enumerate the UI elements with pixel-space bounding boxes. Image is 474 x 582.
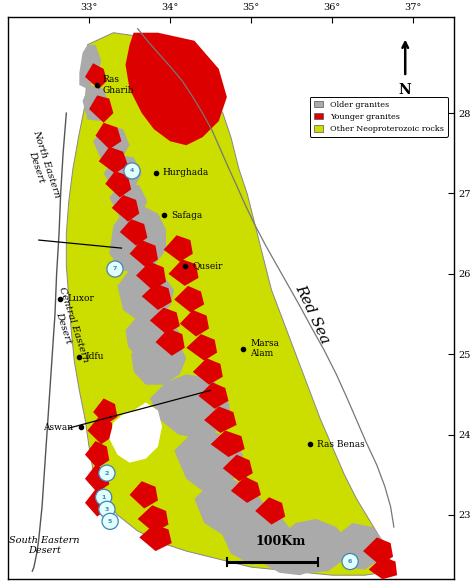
Text: North Eastern
Desert: North Eastern Desert [22,129,62,202]
Polygon shape [129,240,158,267]
Polygon shape [180,310,209,336]
Polygon shape [369,557,397,579]
Polygon shape [223,455,253,481]
Text: 100Km: 100Km [255,535,306,548]
Text: 6: 6 [348,559,352,564]
Text: 5: 5 [108,519,112,524]
Polygon shape [194,479,264,535]
Circle shape [96,489,112,505]
Polygon shape [85,63,107,89]
Polygon shape [150,374,231,439]
Polygon shape [118,266,174,321]
Polygon shape [66,33,393,575]
Text: 3: 3 [105,507,109,512]
Circle shape [102,513,118,530]
Polygon shape [93,125,129,161]
Circle shape [342,553,358,570]
Text: Luxor: Luxor [67,294,94,303]
Polygon shape [251,531,324,575]
Polygon shape [105,171,131,197]
Polygon shape [136,262,166,290]
Polygon shape [112,195,139,222]
Polygon shape [164,235,193,262]
Text: Idfu: Idfu [86,352,104,361]
Polygon shape [219,507,292,565]
Polygon shape [255,497,285,524]
Text: Aswan: Aswan [43,423,73,432]
Text: Ras Benas: Ras Benas [317,440,365,449]
Text: N: N [399,83,411,97]
Text: Central Eastern
Desert: Central Eastern Desert [47,286,90,367]
Polygon shape [96,123,121,149]
Polygon shape [137,505,168,533]
Polygon shape [79,45,101,89]
Text: Red Sea: Red Sea [292,282,332,346]
Polygon shape [129,481,158,509]
Polygon shape [131,334,186,385]
Text: Quseir: Quseir [192,261,222,270]
Polygon shape [109,182,147,218]
Polygon shape [204,406,237,433]
Polygon shape [199,382,228,409]
Text: South Eastern
Desert: South Eastern Desert [9,536,80,555]
Polygon shape [142,283,172,310]
Circle shape [124,163,140,179]
Polygon shape [275,519,348,573]
Polygon shape [99,147,128,173]
Text: Marsa
Alam: Marsa Alam [250,339,279,359]
Polygon shape [186,334,217,361]
Polygon shape [168,260,199,286]
Polygon shape [174,431,243,491]
Polygon shape [109,205,166,274]
Legend: Older granites, Younger granites, Other Neoproterozoic rocks: Older granites, Younger granites, Other … [310,97,447,137]
Text: Ras
Gharib: Ras Gharib [103,75,134,95]
Polygon shape [150,307,180,334]
Polygon shape [85,465,109,492]
Polygon shape [126,33,227,146]
Polygon shape [126,310,180,361]
Polygon shape [332,523,385,570]
Polygon shape [109,402,162,463]
Polygon shape [193,358,223,385]
Polygon shape [85,441,109,469]
Text: 4: 4 [130,168,134,173]
Polygon shape [120,219,147,246]
Polygon shape [210,431,245,457]
Text: 2: 2 [105,471,109,475]
Polygon shape [89,95,113,123]
Polygon shape [93,399,118,425]
Polygon shape [174,286,204,313]
Text: Safaga: Safaga [172,211,203,219]
Polygon shape [87,417,113,444]
Polygon shape [85,489,109,517]
Polygon shape [363,537,393,565]
Text: 7: 7 [113,267,117,271]
Circle shape [107,261,123,277]
Circle shape [99,465,115,481]
Polygon shape [82,85,109,121]
Text: 1: 1 [101,495,106,500]
Text: Hurghada: Hurghada [163,168,209,177]
Polygon shape [104,155,142,189]
Polygon shape [155,328,185,356]
Polygon shape [139,524,172,551]
Circle shape [99,501,115,517]
Polygon shape [231,476,261,503]
